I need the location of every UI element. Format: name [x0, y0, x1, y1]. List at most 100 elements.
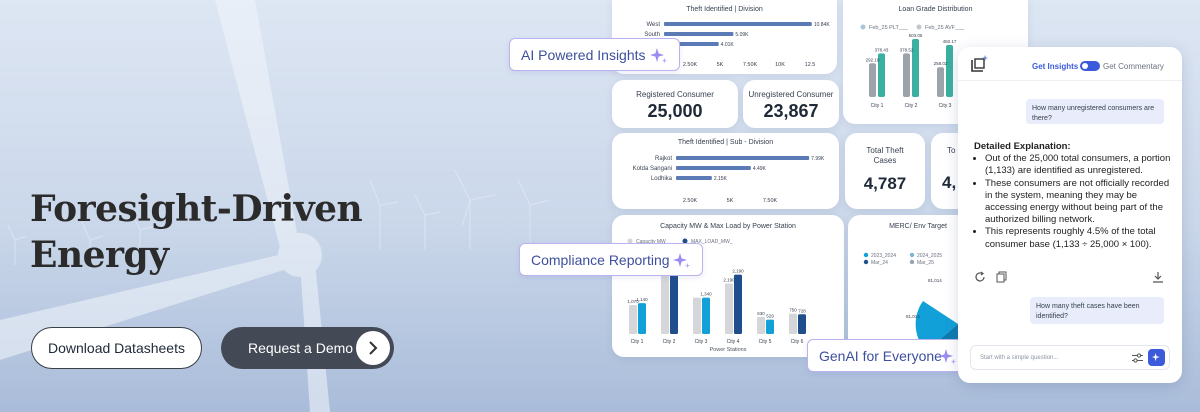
insights-toggle[interactable] [1080, 61, 1100, 71]
bar-category-label: Rajkot [655, 156, 672, 162]
bar-value-label: 4.49K [753, 166, 767, 172]
capacity-card: Capacity MW & Max Load by Power Station … [612, 215, 844, 357]
get-commentary-tab[interactable]: Get Commentary [1103, 62, 1164, 71]
data-label: 2,190 [732, 269, 744, 274]
axis-title: Power Stations [710, 347, 747, 353]
sparkle-icon [1152, 353, 1160, 362]
bar [702, 297, 710, 334]
legend-marker [863, 259, 869, 265]
copy-icon[interactable] [996, 271, 1008, 283]
chat-header: Get Insights Get Commentary [958, 47, 1182, 81]
unregistered-consumer-value: 23,867 [763, 101, 819, 121]
capacity-title: Capacity MW & Max Load by Power Station [660, 223, 796, 230]
filter-sliders-icon[interactable] [1132, 353, 1143, 363]
request-demo-label: Request a Demo [248, 340, 354, 356]
registered-consumer-card: Registered Consumer 25,000 [612, 80, 738, 128]
data-label: 81,014 [906, 314, 920, 319]
chat-input[interactable]: Start with a simple question... [970, 345, 1170, 370]
merc-title: MERC/ Env Target [889, 223, 947, 230]
registered-consumer-value: 25,000 [647, 101, 703, 121]
sparkle-icon [939, 349, 956, 365]
legend-marker [682, 238, 688, 244]
data-label: 503.05 [909, 33, 923, 38]
get-insights-tab[interactable]: Get Insights [1032, 62, 1079, 71]
axis-tick-label: 2.50K [683, 198, 698, 204]
axis-tick-label: City 3 [939, 103, 952, 109]
axis-tick-label: 5K [727, 198, 734, 204]
axis-tick-label: City 3 [695, 339, 708, 345]
data-label: 1,070 [627, 299, 639, 304]
ai-insights-pill: AI Powered Insights [509, 38, 680, 71]
detailed-explanation: Detailed Explanation: Out of the 25,000 … [974, 141, 1174, 251]
legend-label: 2024_2025 [917, 253, 942, 259]
bar [789, 313, 797, 334]
bar [676, 156, 810, 160]
explanation-list: Out of the 25,000 total consumers, a por… [985, 153, 1174, 251]
bar-value-label: 2.15K [714, 176, 728, 182]
bar [638, 303, 646, 334]
loan-grade-chart: Feb_25 PLT___ Feb_25 AVF___ 292.18 378.43 Ci… [860, 24, 965, 109]
data-label: 81,014 [928, 278, 942, 283]
bar [903, 53, 910, 97]
data-label: 258.02 [934, 61, 948, 66]
bar-category-label: Lodhika [651, 176, 673, 182]
bar-category-label: South [644, 32, 660, 38]
request-demo-button[interactable]: Request a Demo [221, 327, 394, 369]
pie-slice [915, 301, 958, 351]
legend-marker [909, 252, 915, 258]
explanation-bullet: These consumers are not officially recor… [985, 178, 1174, 227]
legend-marker [909, 259, 915, 265]
chevron-right-icon [356, 331, 390, 365]
bar-value-label: 5.09K [735, 32, 749, 38]
axis-tick-label: City 1 [871, 103, 884, 109]
sparkle-icon [650, 48, 667, 64]
axis-tick-label: 2.50K [683, 62, 698, 68]
explanation-heading: Detailed Explanation: [974, 141, 1071, 152]
chat-input-placeholder: Start with a simple question... [980, 354, 1059, 361]
total-theft-2-value: 4, [942, 173, 957, 192]
bar [661, 258, 669, 334]
ai-insights-label: AI Powered Insights [521, 46, 646, 63]
registered-consumer-label: Registered Consumer [636, 90, 714, 99]
axis-tick-label: 7.50K [763, 198, 778, 204]
total-theft-2-label: To [947, 146, 956, 155]
axis-tick-label: City 2 [663, 339, 676, 345]
unregistered-consumer-card: Unregistered Consumer 23,867 [743, 80, 839, 128]
axis-tick-label: City 5 [759, 339, 772, 345]
data-label: 378.52 [900, 47, 914, 52]
axis-tick-label: 10K [775, 62, 785, 68]
ai-logo-icon [971, 55, 988, 72]
sparkle-icon [673, 253, 690, 269]
ai-chat-panel: Get Insights Get Commentary How many unr… [958, 47, 1182, 383]
bar [937, 67, 944, 97]
bar [757, 316, 765, 334]
legend-label: 2023_2024 [871, 253, 896, 259]
bar-value-label: 4.01K [721, 42, 735, 48]
legend-marker [860, 24, 866, 30]
data-label: 630 [757, 311, 765, 316]
download-datasheets-button[interactable]: Download Datasheets [31, 327, 202, 369]
download-icon[interactable] [1152, 271, 1164, 283]
legend-marker [916, 24, 922, 30]
explanation-bullet: This represents roughly 4.5% of the tota… [985, 226, 1174, 250]
legend-label: Feb_25 AVF___ [925, 25, 965, 31]
bar-value-label: 10.84K [814, 22, 831, 28]
data-label: 378.43 [875, 47, 889, 52]
download-datasheets-label: Download Datasheets [48, 340, 185, 356]
genai-pill: GenAI for Everyone [807, 339, 969, 372]
axis-tick-label: 12.5 [805, 62, 816, 68]
total-theft-value: 4,787 [863, 174, 907, 193]
send-button[interactable] [1148, 349, 1165, 366]
data-label: 529 [766, 314, 774, 319]
data-label: 1,340 [700, 292, 712, 297]
total-theft-card: Total Theft Cases 4,787 [845, 133, 925, 209]
bar [664, 32, 734, 36]
refresh-icon[interactable] [974, 271, 986, 283]
theft-division-title: Theft Identified | Division [686, 6, 763, 13]
bar [912, 38, 919, 97]
genai-label: GenAI for Everyone [819, 347, 942, 364]
bar [946, 45, 953, 97]
bar [869, 63, 876, 97]
bar [676, 166, 751, 170]
bar [766, 319, 774, 334]
